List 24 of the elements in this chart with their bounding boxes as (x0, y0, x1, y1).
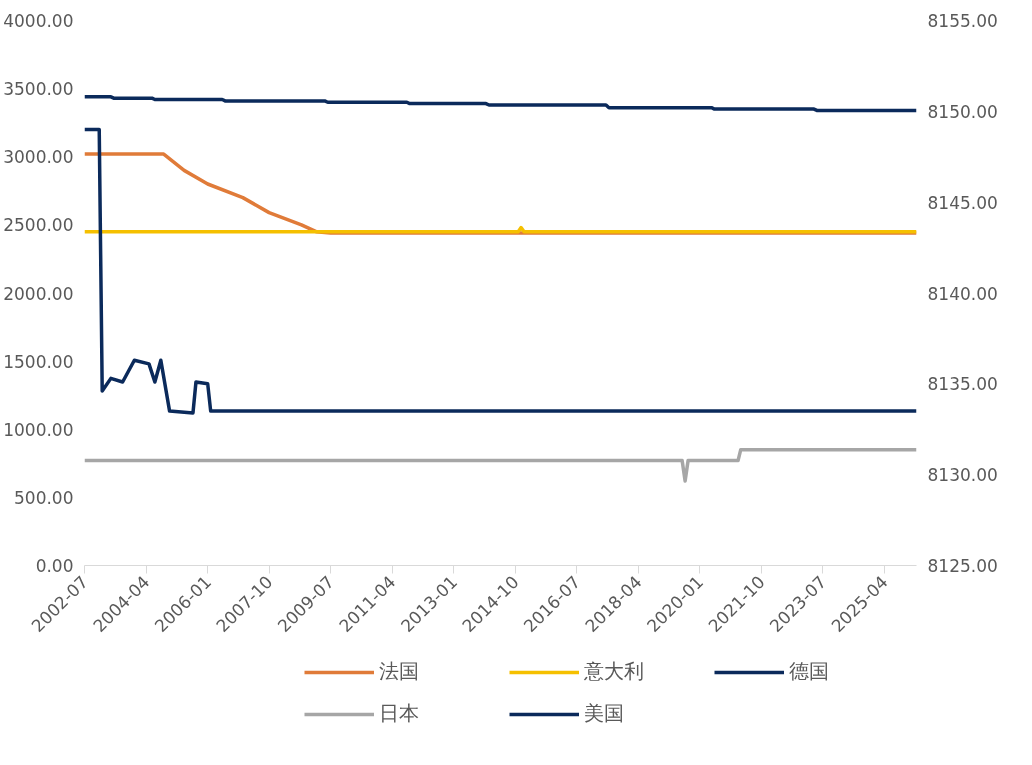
y-tick-label: 1000.00 (3, 419, 74, 440)
y-tick-label: 0.00 (35, 556, 74, 576)
line-series (84, 127, 917, 415)
y-tick-label: 3500.00 (3, 79, 74, 100)
legend-label: 德国 (789, 658, 830, 685)
y-tick-label: 4000.00 (3, 11, 74, 31)
y-tick-label: 3000.00 (3, 147, 74, 168)
y2-tick-label: 8155.00 (927, 11, 998, 31)
line-series (84, 95, 917, 113)
legend-label: 日本 (379, 700, 420, 727)
y-tick-label: 500.00 (14, 487, 74, 508)
line-series (84, 152, 917, 235)
y-tick-label: 1500.00 (3, 351, 74, 372)
y2-tick-label: 8150.00 (927, 101, 998, 122)
y-tick-label: 2000.00 (3, 283, 74, 304)
y-tick-label: 2500.00 (3, 215, 74, 236)
legend-label: 法国 (379, 658, 420, 685)
y2-tick-label: 8145.00 (927, 192, 998, 213)
y2-tick-label: 8125.00 (927, 556, 998, 576)
y2-tick-label: 8140.00 (927, 283, 998, 304)
legend-label: 意大利 (584, 658, 645, 685)
y2-tick-label: 8135.00 (927, 374, 998, 395)
legend-label: 美国 (584, 700, 625, 727)
y2-tick-label: 8130.00 (927, 465, 998, 486)
